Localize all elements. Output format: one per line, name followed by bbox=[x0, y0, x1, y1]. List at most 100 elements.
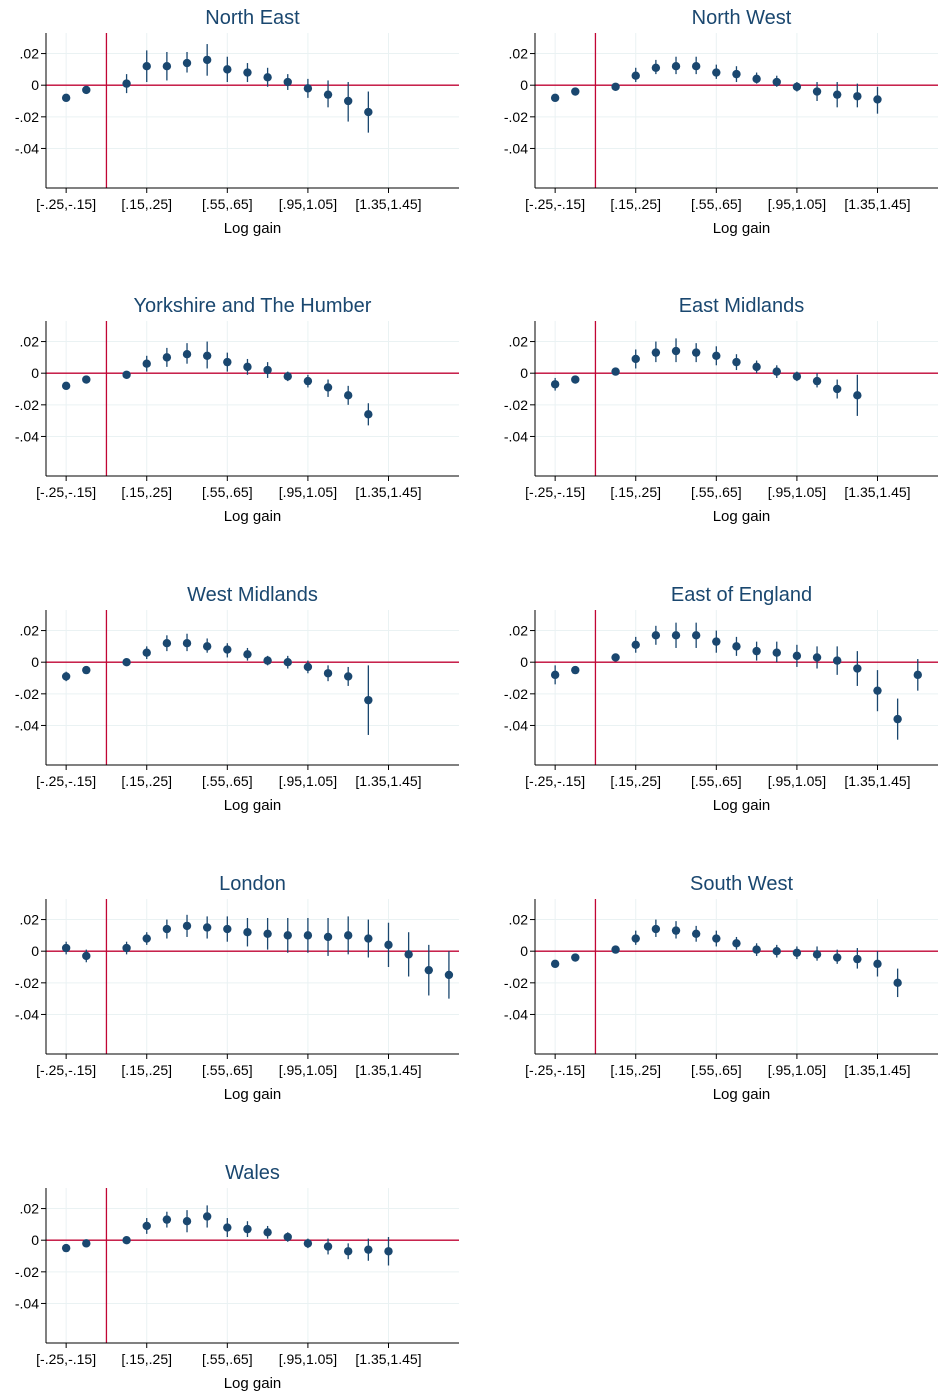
point-estimate bbox=[343, 96, 353, 106]
point-estimate bbox=[550, 959, 560, 969]
point-estimate bbox=[853, 954, 862, 964]
x-tick-label: [.55,.65] bbox=[691, 196, 742, 212]
point-estimate bbox=[732, 939, 741, 948]
point-estimate bbox=[444, 970, 454, 980]
point-estimate bbox=[61, 93, 71, 103]
point-estimate bbox=[243, 928, 252, 937]
point-estimate bbox=[712, 351, 721, 360]
point-estimate bbox=[82, 951, 91, 961]
x-tick-label: [.55,.65] bbox=[691, 773, 742, 789]
x-tick-label: [1.35,1.45] bbox=[844, 196, 910, 212]
point-estimate bbox=[223, 1223, 232, 1232]
point-estimate bbox=[812, 87, 822, 96]
x-tick-label: [-.25,-.15] bbox=[36, 484, 96, 500]
x-tick-label: [1.35,1.45] bbox=[844, 1062, 910, 1078]
y-tick-label: .02 bbox=[20, 46, 40, 62]
x-tick-label: [.95,1.05] bbox=[768, 196, 826, 212]
point-estimate bbox=[162, 62, 172, 71]
panel-title: Yorkshire and The Humber bbox=[134, 295, 372, 317]
y-tick-label: 0 bbox=[31, 77, 39, 93]
point-estimate bbox=[853, 391, 862, 400]
point-estimate bbox=[752, 74, 761, 84]
point-estimate bbox=[651, 631, 661, 640]
y-tick-label: -.04 bbox=[15, 1295, 39, 1311]
point-estimate bbox=[182, 921, 192, 931]
point-estimate bbox=[812, 653, 822, 662]
point-estimate bbox=[550, 670, 560, 680]
point-estimate bbox=[263, 365, 272, 375]
point-estimate bbox=[772, 77, 781, 87]
x-tick-label: [.95,1.05] bbox=[768, 773, 826, 789]
point-estimate bbox=[691, 631, 701, 640]
point-estimate bbox=[142, 648, 151, 657]
point-estimate bbox=[122, 370, 131, 379]
y-tick-label: -.04 bbox=[504, 140, 528, 156]
x-axis-label: Log gain bbox=[713, 220, 771, 237]
point-estimate bbox=[732, 69, 741, 79]
panel-title: East Midlands bbox=[679, 295, 805, 317]
point-estimate bbox=[853, 92, 862, 101]
x-axis-label: Log gain bbox=[224, 797, 282, 814]
point-estimate bbox=[792, 948, 802, 957]
point-estimate bbox=[162, 353, 172, 362]
x-tick-label: [.95,1.05] bbox=[768, 1062, 826, 1078]
point-estimate bbox=[82, 375, 91, 384]
point-estimate bbox=[364, 1245, 373, 1254]
point-estimate bbox=[752, 362, 761, 372]
panel-title: West Midlands bbox=[187, 584, 318, 606]
point-estimate bbox=[283, 657, 292, 667]
point-estimate bbox=[243, 362, 252, 372]
point-estimate bbox=[303, 376, 313, 386]
point-estimate bbox=[223, 924, 232, 934]
point-estimate bbox=[263, 1228, 272, 1237]
point-estimate bbox=[691, 929, 701, 938]
point-estimate bbox=[812, 950, 822, 959]
point-estimate bbox=[323, 932, 333, 942]
point-estimate bbox=[323, 669, 333, 678]
y-tick-label: -.02 bbox=[15, 686, 39, 702]
point-estimate bbox=[873, 95, 882, 104]
point-estimate bbox=[873, 959, 882, 969]
point-estimate bbox=[303, 931, 313, 940]
x-tick-label: [.55,.65] bbox=[202, 1351, 253, 1367]
panel: Wales .02 0 -.02 -.04 [-.25,-.15] [.15,.25] [.5… bbox=[15, 1162, 459, 1392]
x-tick-label: [.95,1.05] bbox=[279, 196, 337, 212]
panel: London .02 0 -.02 -.04 [-.25,-.15] [.15,.25] [.… bbox=[15, 873, 459, 1103]
point-estimate bbox=[752, 945, 761, 954]
point-estimate bbox=[853, 664, 862, 673]
x-tick-label: [-.25,-.15] bbox=[525, 1062, 585, 1078]
x-tick-label: [.55,.65] bbox=[691, 1062, 742, 1078]
x-tick-label: [.15,.25] bbox=[610, 773, 661, 789]
y-tick-label: .02 bbox=[20, 912, 40, 928]
y-tick-label: .02 bbox=[20, 334, 40, 350]
point-estimate bbox=[752, 646, 761, 656]
point-estimate bbox=[571, 375, 580, 384]
y-tick-label: -.04 bbox=[15, 717, 39, 733]
panel: Yorkshire and The Humber .02 0 -.02 -.04 [-.2… bbox=[15, 295, 459, 525]
y-tick-label: .02 bbox=[509, 623, 529, 639]
point-estimate bbox=[243, 650, 252, 659]
point-estimate bbox=[182, 639, 192, 648]
x-tick-label: [.55,.65] bbox=[202, 196, 253, 212]
y-tick-label: 0 bbox=[520, 365, 528, 381]
point-estimate bbox=[772, 648, 781, 657]
point-estimate bbox=[343, 1247, 353, 1256]
x-tick-label: [.15,.25] bbox=[121, 196, 172, 212]
y-tick-label: 0 bbox=[31, 1232, 39, 1248]
y-tick-label: -.04 bbox=[15, 1006, 39, 1022]
x-tick-label: [1.35,1.45] bbox=[355, 196, 421, 212]
y-tick-label: -.02 bbox=[15, 975, 39, 991]
point-estimate bbox=[611, 367, 620, 376]
point-estimate bbox=[202, 55, 212, 65]
point-estimate bbox=[364, 695, 373, 705]
point-estimate bbox=[772, 367, 781, 376]
x-tick-label: [.15,.25] bbox=[121, 773, 172, 789]
x-axis-label: Log gain bbox=[713, 1086, 771, 1103]
y-tick-label: -.04 bbox=[504, 428, 528, 444]
x-tick-label: [-.25,-.15] bbox=[36, 773, 96, 789]
point-estimate bbox=[182, 58, 192, 68]
x-tick-label: [.55,.65] bbox=[202, 484, 253, 500]
point-estimate bbox=[364, 107, 373, 117]
point-estimate bbox=[364, 410, 373, 419]
point-estimate bbox=[732, 642, 741, 651]
